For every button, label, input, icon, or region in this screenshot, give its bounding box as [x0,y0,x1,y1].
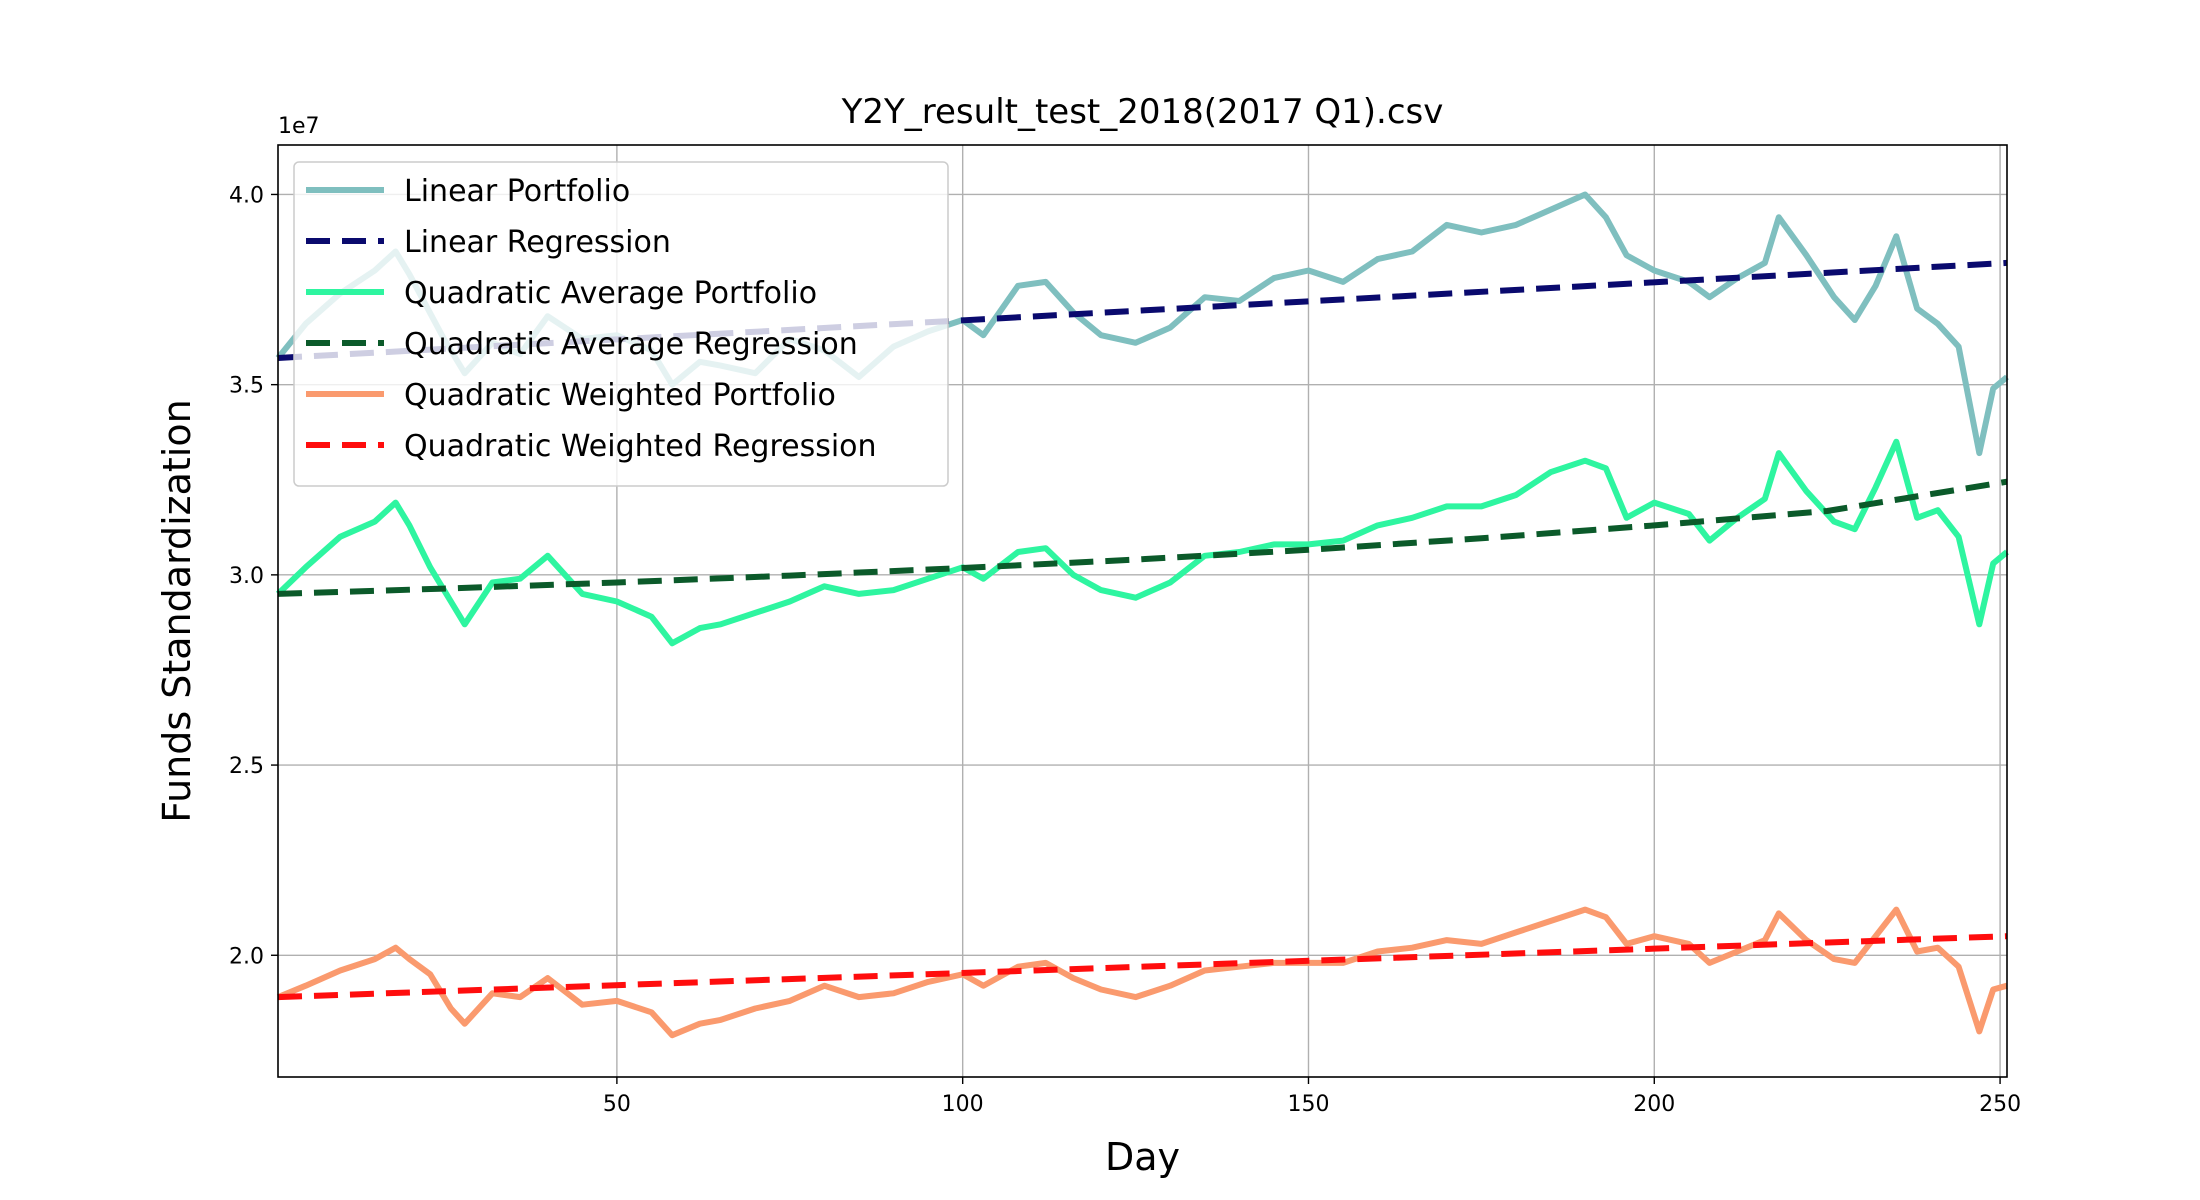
x-tick-label: 100 [942,1092,984,1117]
x-tick-label: 200 [1633,1092,1675,1117]
legend-label: Quadratic Weighted Portfolio [404,378,836,413]
quadratic-weighted-portfolio-line [276,906,2008,1039]
legend-label: Quadratic Average Regression [404,327,858,362]
quadratic-weighted-regression-line [277,933,2008,1001]
legend-box [293,161,949,487]
y-axis-label: Funds Standardization [155,399,199,822]
quadratic-average-portfolio-line [275,438,2009,647]
legend-label: Linear Portfolio [404,174,630,209]
x-tick-label: 150 [1287,1092,1329,1117]
legend-label: Quadratic Weighted Regression [404,429,877,464]
x-axis-label: Day [1105,1135,1180,1179]
legend-label: Linear Regression [404,225,671,260]
y-tick-label: 3.5 [229,374,264,399]
y-tick-label: 2.5 [229,754,264,779]
x-tick-label: 50 [603,1092,631,1117]
chart-title: Y2Y_result_test_2018(2017 Q1).csv [841,92,1444,132]
y-tick-label: 4.0 [229,183,264,208]
ticks: 50 100 150 200 250 2.0 2.5 3.0 3.5 4.0 [229,183,2021,1117]
y-offset-label: 1e7 [278,114,320,139]
x-tick-label: 250 [1979,1092,2021,1117]
legend: Linear Portfolio Linear Regression Quadrat… [293,161,949,487]
y-tick-label: 2.0 [229,944,264,969]
y-tick-label: 3.0 [229,564,264,589]
plot-frame [277,144,2008,1078]
legend-label: Quadratic Average Portfolio [404,276,817,311]
